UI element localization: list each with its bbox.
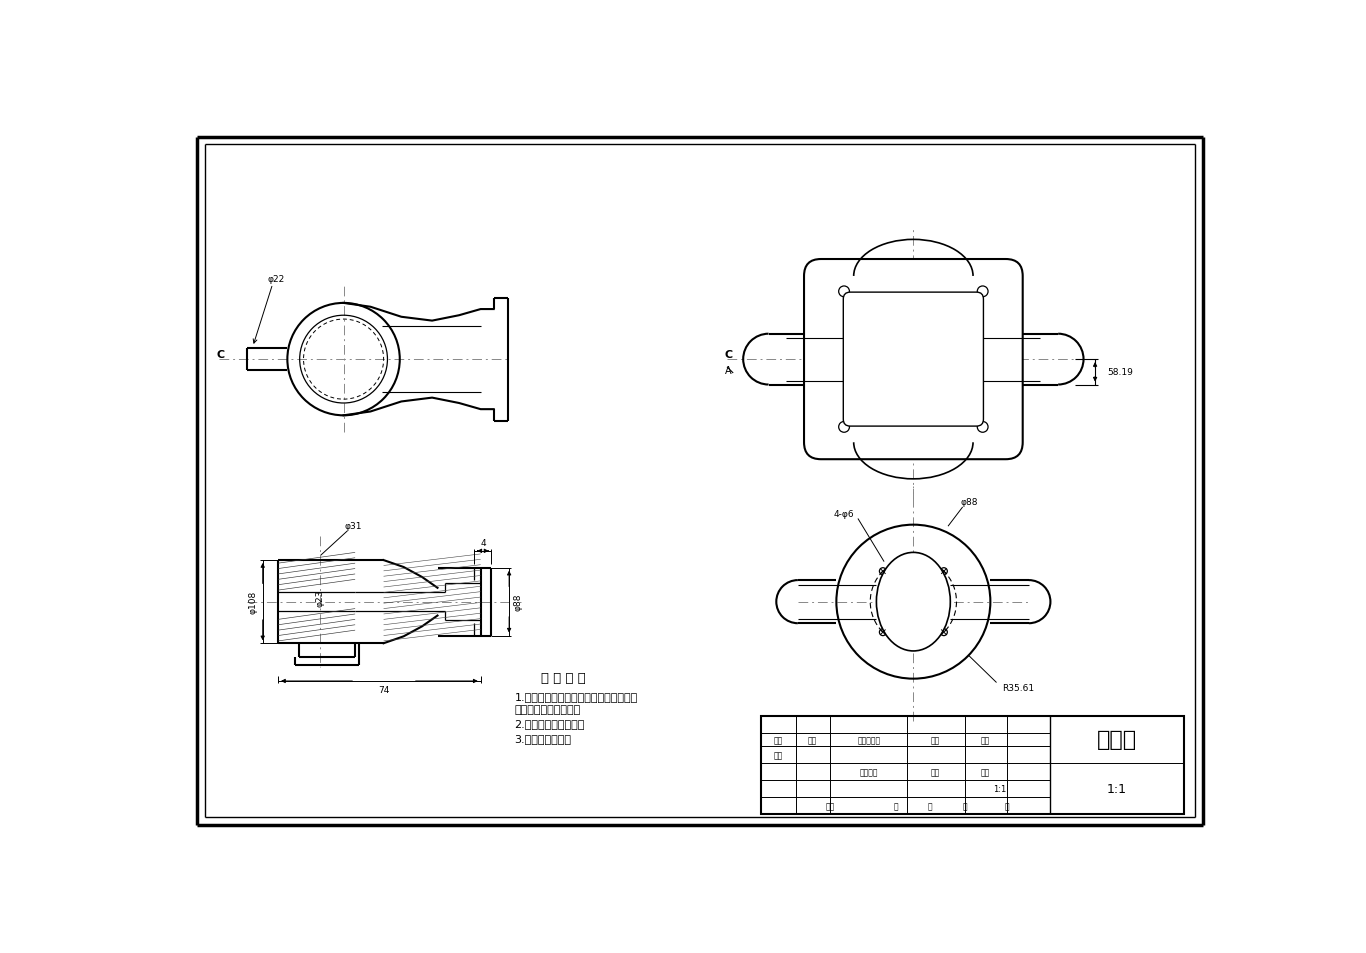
Text: C: C	[216, 350, 224, 360]
Text: 1.零件加工表面上，不应有划痕、擦伤等: 1.零件加工表面上，不应有划痕、擦伤等	[515, 691, 638, 700]
Text: 2.零件须去除氧化皮。: 2.零件须去除氧化皮。	[515, 719, 585, 728]
Text: 74: 74	[378, 685, 389, 694]
Text: 比例: 比例	[981, 767, 990, 777]
Text: 标记: 标记	[773, 735, 783, 744]
Text: 处数: 处数	[807, 735, 817, 744]
Text: A: A	[725, 366, 732, 375]
Text: 签字: 签字	[932, 735, 940, 744]
Text: 滑动叉: 滑动叉	[1097, 730, 1137, 750]
Text: R35.61: R35.61	[1001, 683, 1034, 693]
Text: φ31: φ31	[344, 521, 362, 531]
Text: 日期: 日期	[981, 735, 990, 744]
Text: 阶段标记: 阶段标记	[859, 767, 878, 777]
Text: 设计: 设计	[773, 751, 783, 760]
Text: 技 术 要 求: 技 术 要 求	[541, 671, 586, 684]
Text: 第: 第	[963, 801, 967, 810]
Text: 损伤零件表面的缺陷。: 损伤零件表面的缺陷。	[515, 704, 581, 714]
FancyBboxPatch shape	[843, 293, 984, 427]
Text: φ108: φ108	[249, 591, 257, 614]
Text: φ22: φ22	[268, 274, 284, 283]
Text: 4-φ6: 4-φ6	[833, 509, 854, 518]
Text: 重量: 重量	[932, 767, 940, 777]
Ellipse shape	[877, 553, 951, 651]
Text: 58.19: 58.19	[1108, 368, 1134, 376]
Text: 度: 度	[928, 801, 933, 810]
Text: 1:1: 1:1	[993, 784, 1007, 794]
Text: 更改文件号: 更改文件号	[856, 735, 880, 744]
Text: φ23: φ23	[316, 590, 325, 607]
Text: φ88: φ88	[960, 497, 978, 507]
Text: 张: 张	[1005, 801, 1009, 810]
Bar	[761, 716, 1184, 814]
Text: 3.去除毛刺飞边。: 3.去除毛刺飞边。	[515, 733, 571, 743]
Text: 4: 4	[479, 538, 486, 547]
Text: 日期: 日期	[825, 801, 835, 810]
Text: C: C	[724, 350, 732, 360]
FancyBboxPatch shape	[805, 260, 1023, 459]
Text: 1:1: 1:1	[1106, 782, 1127, 796]
Text: φ88: φ88	[514, 594, 523, 611]
Text: 角: 角	[893, 801, 897, 810]
